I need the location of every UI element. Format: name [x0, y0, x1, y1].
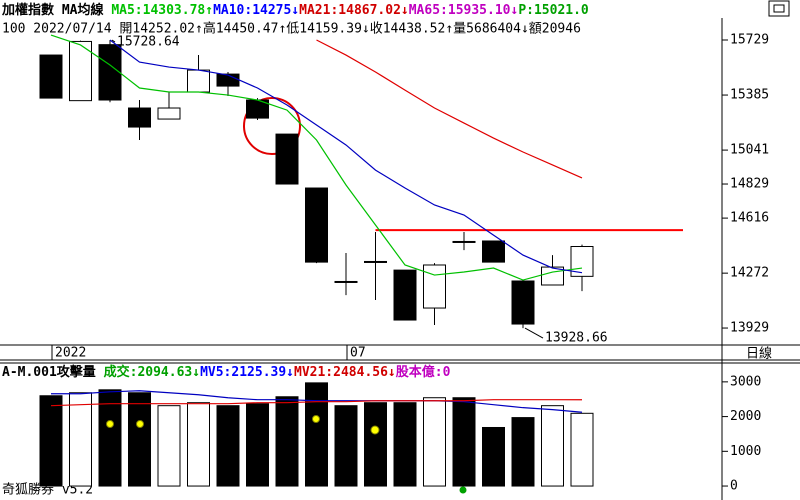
ma-line	[50, 34, 583, 281]
volume-bar	[393, 402, 417, 487]
volume-bar	[423, 397, 446, 487]
candle-body	[98, 44, 122, 101]
volume-bar	[246, 403, 269, 487]
volume-bar	[334, 405, 358, 487]
volume-bar	[570, 412, 594, 487]
y-tick-label: 13929	[730, 321, 769, 336]
ma-line	[109, 39, 583, 274]
header-segment: MV5:2125.39↓	[200, 365, 294, 380]
annotation: 13928.66	[545, 331, 608, 346]
signal-dot	[370, 425, 380, 435]
y-tick-label: 15385	[730, 88, 769, 103]
volume-bar	[69, 392, 92, 487]
window-button[interactable]	[768, 0, 790, 17]
candle-body	[482, 240, 505, 263]
header-segment: 股本億:0	[396, 364, 451, 380]
y-tick-label: 14616	[730, 211, 769, 226]
volume-header: A-M.001攻擊量 成交:2094.63↓MV5:2125.39↓MV21:2…	[2, 364, 451, 380]
window-icon	[773, 4, 785, 13]
volume-bar	[157, 405, 181, 487]
candle-body	[334, 280, 358, 283]
y-tick-label: 15041	[730, 143, 769, 158]
x-tick-label: 07	[350, 346, 366, 361]
candle-body	[128, 107, 151, 128]
y-tick-label: 14272	[730, 266, 769, 281]
header-segment: MA21:14867.02↓	[299, 3, 409, 18]
quote-header: 100 2022/07/14 開14252.02↑高14450.47↑低1415…	[2, 21, 581, 37]
signal-dot	[312, 415, 320, 423]
volume-bar	[128, 392, 151, 487]
candle-body	[305, 187, 328, 263]
annotation-leader	[111, 39, 116, 43]
header-segment: A-M.001攻擊量	[2, 364, 104, 380]
header-segment: MA10:14275↓	[213, 3, 299, 18]
header-segment: 加權指數 MA均線	[1, 2, 111, 18]
volume-bar	[98, 389, 122, 487]
volume-bar	[364, 402, 387, 487]
candle-body	[393, 269, 417, 321]
signal-dot	[136, 420, 144, 428]
candle-body	[511, 280, 535, 325]
candle-body	[39, 54, 63, 99]
volume-bar	[482, 426, 505, 487]
header-segment: MV21:2484.56↓	[294, 365, 396, 380]
volume-bar	[216, 405, 240, 487]
volume-bar	[39, 395, 63, 487]
annotation-leader	[524, 327, 544, 339]
candle-body	[187, 69, 210, 93]
annotation: 15728.64	[117, 35, 180, 50]
header-segment: P:15021.0	[518, 3, 589, 18]
y-tick-label: 1000	[730, 444, 761, 459]
candle-body	[157, 107, 181, 120]
x-tick-label: 2022	[55, 346, 86, 361]
signal-dot	[106, 420, 114, 428]
candle-body	[364, 260, 387, 263]
y-tick-label: 0	[730, 479, 738, 494]
y-tick-label: 14829	[730, 177, 769, 192]
period-label: 日線	[746, 346, 772, 362]
y-tick-label: 15729	[730, 33, 769, 48]
y-tick-label: 2000	[730, 409, 761, 424]
ma-line	[316, 39, 583, 179]
header-segment: MA5:14303.78↑	[111, 3, 213, 18]
header-segment: MA65:15935.10↓	[409, 3, 519, 18]
volume-bar	[305, 382, 328, 487]
volume-bar	[541, 405, 564, 487]
header-segment: 成交:2094.63↓	[104, 364, 200, 380]
signal-dot	[459, 486, 467, 494]
volume-bar	[187, 402, 210, 487]
indicator-header: 加權指數 MA均線 MA5:14303.78↑MA10:14275↓MA21:1…	[1, 2, 589, 18]
ma-line	[51, 390, 583, 413]
ma-line	[50, 399, 583, 407]
volume-bar	[452, 397, 476, 487]
candle-body	[69, 40, 92, 102]
y-tick-label: 3000	[730, 374, 761, 389]
candle-body	[423, 264, 446, 309]
highlight-circle	[243, 97, 301, 155]
candle-body	[216, 73, 240, 87]
volume-bar	[511, 417, 535, 487]
candle-body	[452, 240, 476, 243]
volume-bar	[275, 396, 299, 487]
candle-body	[275, 133, 299, 185]
